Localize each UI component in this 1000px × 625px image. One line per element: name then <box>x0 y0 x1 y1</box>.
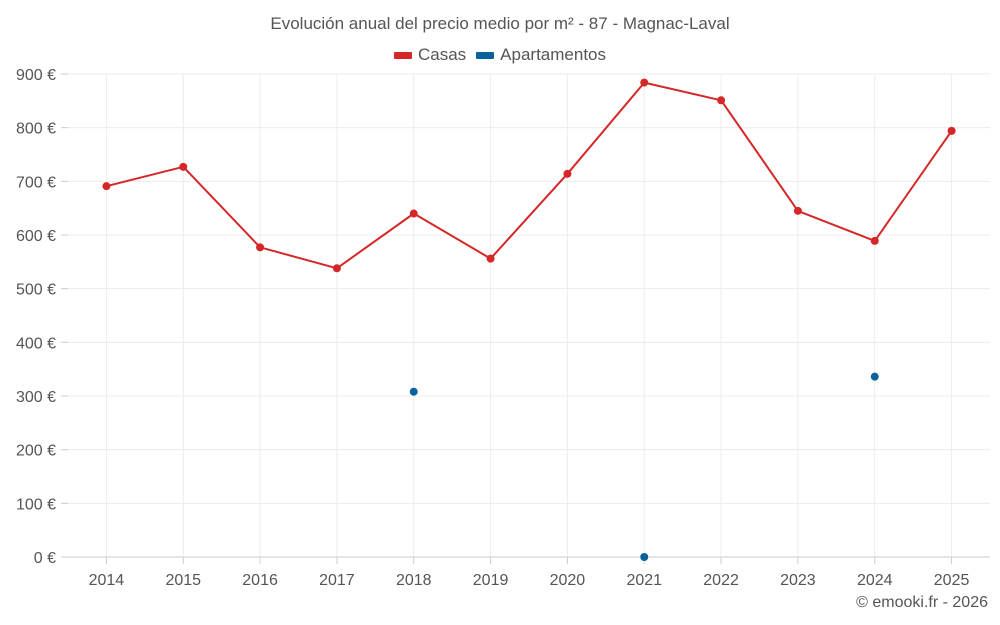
legend-swatch-casas <box>393 51 412 59</box>
x-tick-label: 2018 <box>396 572 432 589</box>
data-point-casas-2018 <box>409 209 418 218</box>
x-tick-label: 2024 <box>857 572 893 589</box>
legend-label-casas: Casas <box>417 45 467 64</box>
legend: Casas Apartamentos <box>0 45 1000 65</box>
data-point-casas-2020 <box>563 169 572 178</box>
data-point-casas-2016 <box>256 243 265 252</box>
x-tick-label: 2021 <box>626 572 662 589</box>
footer-credit: © emooki.fr - 2026 <box>856 594 988 611</box>
data-point-casas-2021 <box>640 78 649 87</box>
legend-label-apartamentos: Apartamentos <box>500 45 607 64</box>
y-tick-label: 300 € <box>16 389 56 406</box>
y-tick-label: 0 € <box>34 550 56 567</box>
x-tick-label: 2022 <box>703 572 739 589</box>
x-tick-label: 2020 <box>550 572 586 589</box>
y-tick-label: 900 € <box>16 67 56 84</box>
y-tick-label: 200 € <box>16 443 56 460</box>
x-tick-label: 2025 <box>934 572 970 589</box>
data-point-apartamentos-2024 <box>870 372 879 381</box>
data-point-casas-2019 <box>486 254 495 263</box>
x-tick-label: 2015 <box>165 572 201 589</box>
y-tick-label: 600 € <box>16 228 56 245</box>
y-tick-label: 100 € <box>16 496 56 513</box>
chart-title: Evolución anual del precio medio por m² … <box>270 14 730 33</box>
y-tick-label: 400 € <box>16 335 56 352</box>
x-tick-label: 2017 <box>319 572 355 589</box>
legend-item-casas[interactable]: Casas <box>393 45 467 65</box>
data-point-casas-2024 <box>870 236 879 245</box>
data-point-apartamentos-2021 <box>640 553 649 561</box>
legend-swatch-apartamentos <box>476 51 495 59</box>
x-tick-label: 2023 <box>780 572 816 589</box>
data-point-casas-2022 <box>717 96 726 105</box>
data-point-apartamentos-2018 <box>409 387 418 396</box>
y-tick-label: 500 € <box>16 282 56 299</box>
x-tick-label: 2014 <box>89 572 125 589</box>
data-point-casas-2023 <box>793 206 802 215</box>
data-point-casas-2014 <box>102 182 111 191</box>
y-tick-label: 700 € <box>16 174 56 191</box>
data-point-casas-2015 <box>179 162 188 171</box>
series-line-casas <box>106 81 953 270</box>
legend-item-apartamentos[interactable]: Apartamentos <box>476 45 606 65</box>
x-tick-label: 2019 <box>473 572 509 589</box>
y-tick-label: 800 € <box>16 121 56 138</box>
data-point-casas-2017 <box>332 264 341 273</box>
data-point-casas-2025 <box>947 126 956 135</box>
x-tick-label: 2016 <box>242 572 278 589</box>
